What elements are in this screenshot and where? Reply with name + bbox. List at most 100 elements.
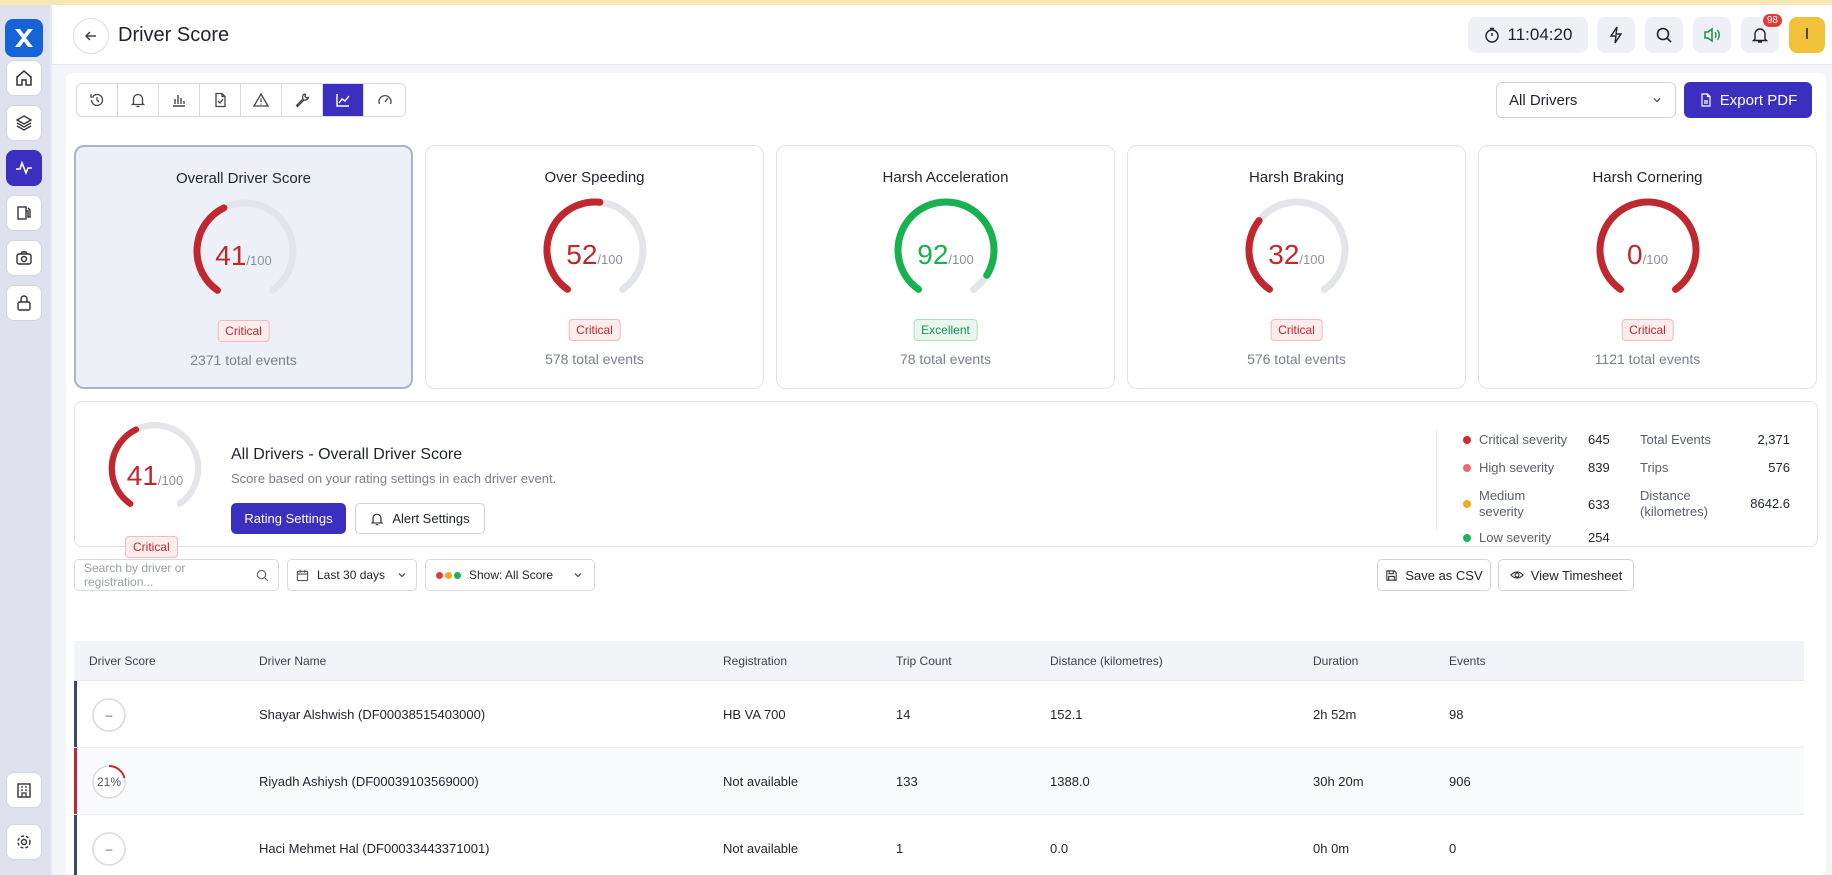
- fuel-icon[interactable]: [6, 195, 42, 231]
- summary-subtitle: Score based on your rating settings in e…: [231, 471, 557, 486]
- save-icon: [1386, 569, 1398, 581]
- view-timesheet-button[interactable]: View Timesheet: [1498, 559, 1634, 591]
- back-arrow-icon[interactable]: [73, 18, 109, 54]
- summary-gauge: [108, 422, 202, 507]
- severity-high: High severity 839: [1463, 460, 1610, 475]
- stopwatch-icon: [1484, 27, 1499, 43]
- building-icon[interactable]: [6, 772, 42, 808]
- summary-divider: [1436, 430, 1437, 530]
- column-header[interactable]: Trip Count: [896, 654, 952, 668]
- column-header[interactable]: Registration: [723, 654, 788, 668]
- ring-track: [92, 698, 126, 732]
- speaker-icon[interactable]: [1693, 17, 1731, 53]
- app-logo[interactable]: [5, 19, 43, 57]
- status-badge: Critical: [1270, 319, 1323, 341]
- severity-value: 645: [1588, 432, 1610, 447]
- card-harsh-braking[interactable]: Harsh Braking 32/100 Critical 576 total …: [1127, 145, 1466, 389]
- card-events: 2371 total events: [190, 352, 297, 368]
- card-harsh-cornering[interactable]: Harsh Cornering 0/100 Critical 1121 tota…: [1478, 145, 1817, 389]
- stat-label: Distance (kilometres): [1640, 488, 1708, 519]
- wrench-icon[interactable]: [282, 84, 323, 116]
- card-events: 578 total events: [545, 351, 644, 367]
- card-score: 92/100: [777, 239, 1114, 271]
- top-accent-line: [0, 0, 1832, 5]
- column-header[interactable]: Driver Score: [89, 654, 156, 668]
- table-row[interactable]: 21% Riyadh Ashiysh (DF00039103569000) No…: [74, 748, 1804, 815]
- home-icon[interactable]: [6, 60, 42, 96]
- card-over-speeding[interactable]: Over Speeding 52/100 Critical 578 total …: [425, 145, 764, 389]
- chevron-down-icon: [1653, 98, 1661, 103]
- save-csv-button[interactable]: Save as CSV: [1377, 559, 1491, 591]
- date-range-select[interactable]: Last 30 days: [287, 559, 417, 591]
- lightning-icon[interactable]: [1597, 17, 1635, 53]
- activity-icon[interactable]: [6, 150, 42, 186]
- row-duration: 30h 20m: [1313, 774, 1364, 789]
- search-icon: [256, 569, 269, 581]
- medium-dot-icon: [1463, 500, 1471, 508]
- driver-table: Driver Score Driver Name Registration Tr…: [74, 641, 1804, 875]
- score-max: /100: [1299, 252, 1325, 267]
- card-overall-driver-score[interactable]: Overall Driver Score 41/100 Critical 237…: [74, 145, 413, 389]
- row-driver-name: Riyadh Ashiysh (DF00039103569000): [259, 774, 479, 789]
- report-file-icon[interactable]: [200, 84, 241, 116]
- page-title: Driver Score: [118, 24, 230, 46]
- view-toolbar: [76, 83, 406, 117]
- row-events: 906: [1449, 774, 1471, 789]
- gauge-icon[interactable]: [364, 84, 405, 116]
- column-header[interactable]: Events: [1449, 654, 1486, 668]
- status-badge: Excellent: [913, 319, 978, 341]
- line-chart-icon[interactable]: [323, 84, 364, 116]
- table-row[interactable]: – Haci Mehmet Hal (DF00033443371001) Not…: [74, 815, 1804, 875]
- rating-settings-button[interactable]: Rating Settings: [231, 503, 346, 534]
- avatar[interactable]: I: [1789, 17, 1825, 53]
- search-icon[interactable]: [1645, 17, 1683, 53]
- alert-settings-label: Alert Settings: [392, 511, 470, 526]
- driver-select[interactable]: All Drivers: [1496, 82, 1676, 118]
- critical-dot-icon: [1463, 435, 1471, 444]
- column-header[interactable]: Driver Name: [259, 654, 327, 668]
- column-header[interactable]: Duration: [1313, 654, 1359, 668]
- severity-low: Low severity 254: [1463, 530, 1610, 545]
- history-icon[interactable]: [77, 84, 118, 116]
- settings-icon[interactable]: [6, 824, 42, 860]
- bell-icon[interactable]: [118, 84, 159, 116]
- clock-time: 11:04:20: [1507, 25, 1573, 44]
- column-header[interactable]: Distance (kilometres): [1050, 654, 1163, 668]
- lock-icon[interactable]: [6, 285, 42, 321]
- status-badge: Critical: [1621, 319, 1674, 341]
- row-accent: [74, 815, 77, 875]
- card-harsh-acceleration[interactable]: Harsh Acceleration 92/100 Excellent 78 t…: [776, 145, 1115, 389]
- stat-value: 8642.6: [1750, 496, 1790, 511]
- bell-icon[interactable]: 98: [1741, 13, 1783, 53]
- score-filter-select[interactable]: Show: All Score: [425, 559, 595, 591]
- warning-icon[interactable]: [241, 84, 282, 116]
- table-row[interactable]: – Shayar Alshwish (DF00038515403000) HB …: [74, 681, 1804, 748]
- gauge-fill: [543, 198, 604, 293]
- row-distance: 1388.0: [1050, 774, 1090, 789]
- row-accent: [74, 748, 77, 814]
- search-input[interactable]: Search by driver or registration...: [74, 559, 279, 591]
- eye-icon: [1509, 571, 1524, 579]
- card-title: Overall Driver Score: [175, 170, 312, 187]
- bar-chart-icon[interactable]: [159, 84, 200, 116]
- alert-settings-button[interactable]: Alert Settings: [355, 503, 485, 534]
- summary-status-badge: Critical: [125, 536, 178, 558]
- row-events: 0: [1449, 841, 1457, 856]
- camera-icon[interactable]: [6, 240, 42, 276]
- score-ring: [92, 765, 126, 799]
- card-events: 1121 total events: [1594, 351, 1701, 367]
- row-duration: 0h 0m: [1313, 841, 1350, 856]
- row-score: –: [105, 842, 113, 856]
- stat-total-events: Total Events 2,371: [1640, 432, 1790, 447]
- gauge-fill: [108, 426, 140, 507]
- score-cards: Overall Driver Score 41/100 Critical 237…: [74, 145, 1818, 389]
- date-range-value: Last 30 days: [317, 568, 386, 582]
- summary-score-value: 41: [126, 460, 158, 491]
- severity-label: Low severity: [1479, 530, 1552, 545]
- export-pdf-button[interactable]: Export PDF: [1684, 82, 1812, 118]
- severity-value: 633: [1588, 496, 1610, 512]
- row-registration: Not available: [723, 841, 799, 856]
- gauge-fill: [1596, 198, 1700, 293]
- view-timesheet-label: View Timesheet: [1530, 567, 1623, 583]
- layers-icon[interactable]: [6, 105, 42, 141]
